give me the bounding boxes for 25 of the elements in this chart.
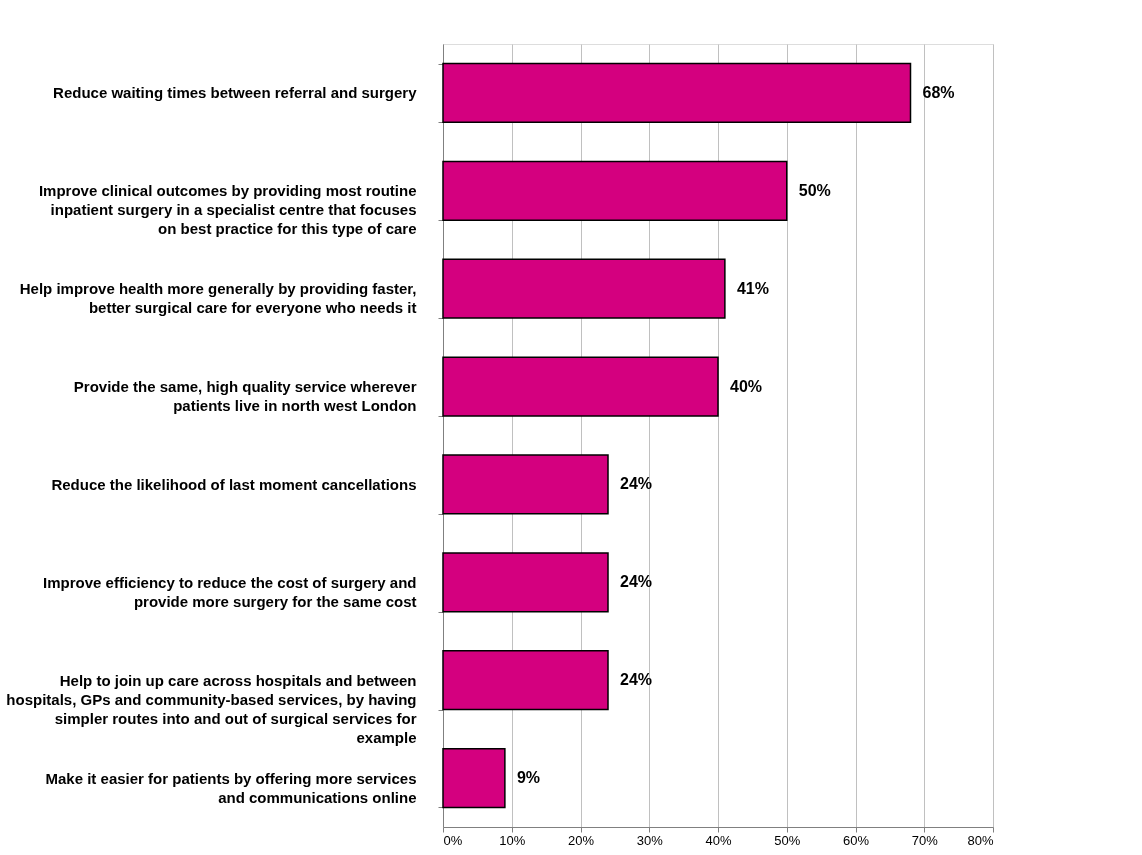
y-tick-label: Reduce the likelihood of last moment cancellations bbox=[51, 475, 417, 493]
x-tick-label: 40% bbox=[705, 832, 732, 848]
y-tick-label: Help to join up care across hospitals and between hospitals, GPs and community-based services, by having simpler routes into and out of surgical services for example bbox=[6, 671, 417, 746]
x-tick-label: 30% bbox=[636, 832, 664, 848]
x-tick-label: 10% bbox=[499, 832, 526, 848]
y-tick-label: Improve clinical outcomes by providing most routine inpatient surgery in a specialist centre that focuses on best practice for this type of care bbox=[38, 182, 417, 238]
data-label: 41% bbox=[736, 279, 769, 297]
y-tick-label: Improve efficiency to reduce the cost of surgery and provide more surgery for the same cost bbox=[43, 573, 417, 610]
x-tick-label: 0% bbox=[443, 832, 463, 848]
x-tick-label: 70% bbox=[911, 832, 939, 848]
y-tick-label: Make it easier for patients by offering more services and communications online bbox=[45, 769, 417, 806]
y-tick-label: Reduce waiting times between referral and surgery bbox=[53, 84, 418, 102]
x-tick-label: 20% bbox=[567, 832, 595, 848]
data-label: 24% bbox=[620, 573, 653, 591]
x-tick-label: 80% bbox=[967, 832, 994, 848]
x-tick-label: 60% bbox=[842, 832, 870, 848]
data-label: 9% bbox=[516, 769, 540, 787]
data-label: 40% bbox=[730, 377, 763, 395]
data-label: 24% bbox=[620, 671, 653, 689]
x-tick-label: 50% bbox=[774, 832, 801, 848]
data-label: 68% bbox=[922, 83, 955, 101]
y-tick-label: Help improve health more generally by providing faster, better surgical care for everyone who needs it bbox=[19, 280, 417, 317]
data-label: 50% bbox=[798, 181, 831, 199]
data-label: 24% bbox=[620, 475, 653, 493]
y-tick-label: Provide the same, high quality service wherever patients live in north west London bbox=[73, 378, 417, 415]
